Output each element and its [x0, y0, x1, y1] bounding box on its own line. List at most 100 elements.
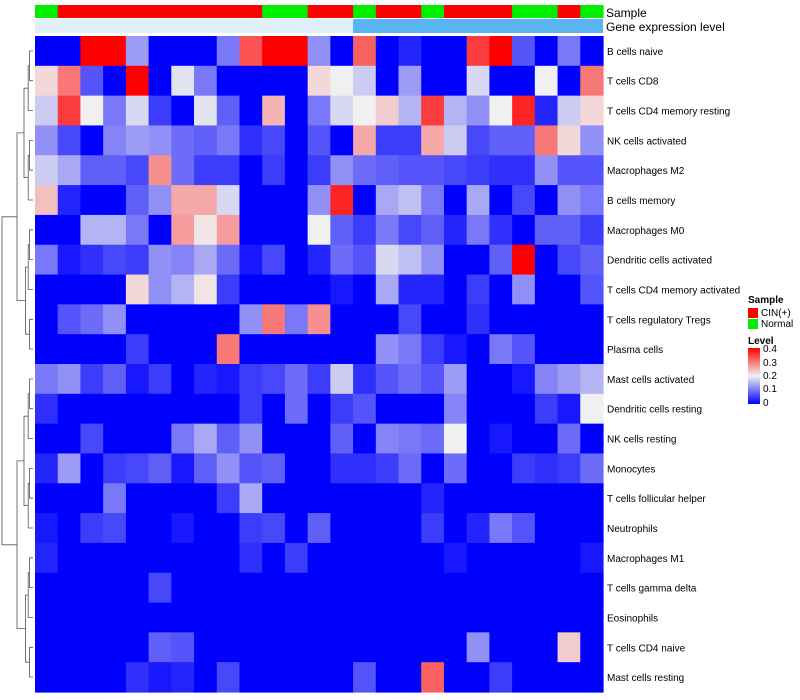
- heatmap-cell: [580, 453, 604, 484]
- row-label: Monocytes: [607, 464, 655, 475]
- sample-annotation-cell: [103, 5, 127, 18]
- heatmap-cell: [398, 423, 422, 455]
- heatmap-cell: [330, 632, 354, 663]
- heatmap-cell: [148, 364, 172, 395]
- heatmap-cell: [375, 393, 400, 425]
- heatmap-cell: [512, 185, 536, 216]
- heatmap-cell: [557, 453, 581, 484]
- heatmap-cell: [239, 185, 263, 216]
- heatmap-cell: [171, 214, 195, 246]
- row-label: Macrophages M1: [607, 554, 685, 565]
- heatmap-cell: [284, 364, 309, 395]
- heatmap-cell: [489, 513, 513, 544]
- row-label: Dendritic cells resting: [607, 405, 702, 416]
- heatmap-cell: [580, 632, 604, 663]
- heatmap-cell: [330, 125, 354, 156]
- heatmap-cell: [375, 632, 400, 663]
- heatmap-cell: [239, 572, 263, 604]
- heatmap-cell: [421, 453, 445, 484]
- heatmap-cell: [57, 542, 82, 574]
- heatmap-cell: [103, 393, 127, 425]
- heatmap-cell: [194, 214, 218, 246]
- heatmap-cell: [35, 542, 59, 574]
- heatmap-cell: [557, 65, 581, 97]
- heatmap-cell: [35, 334, 59, 365]
- row-label: T cells follicular helper: [607, 494, 706, 505]
- heatmap-cell: [148, 572, 172, 604]
- heatmap-cell: [171, 334, 195, 365]
- heatmap-cell: [171, 95, 195, 127]
- dendrogram-branch: [29, 378, 33, 410]
- heatmap-cell: [443, 95, 468, 127]
- heatmap-cell: [307, 364, 331, 395]
- heatmap-cell: [443, 274, 468, 305]
- heatmap-cell: [57, 274, 82, 305]
- heatmap-cell: [307, 214, 331, 246]
- heatmap-cell: [284, 513, 309, 544]
- heatmap-cell: [307, 393, 331, 425]
- heatmap-cell: [103, 662, 127, 693]
- heatmap-cell: [421, 36, 445, 67]
- row-labels: B cells naive T cells CD8 T cells CD4 memo…: [607, 47, 740, 684]
- heatmap-cell: [330, 662, 354, 693]
- heatmap-cell: [262, 214, 286, 246]
- row-label: T cells CD4 naive: [607, 643, 686, 654]
- heatmap-cell: [262, 423, 286, 455]
- heatmap-cell: [353, 662, 377, 693]
- heatmap-cell: [443, 334, 468, 365]
- heatmap-cell: [580, 304, 604, 335]
- heatmap-cell: [557, 632, 581, 663]
- row-label: Mast cells resting: [607, 673, 684, 684]
- heatmap-cell: [512, 334, 536, 365]
- heatmap-cell: [330, 185, 354, 216]
- heatmap-cell: [194, 423, 218, 455]
- heatmap-cell: [284, 155, 309, 186]
- heatmap-cell: [421, 542, 445, 574]
- heatmap-cell: [421, 65, 445, 97]
- heatmap-cell: [375, 334, 400, 365]
- heatmap-cell: [580, 334, 604, 365]
- heatmap-cell: [103, 542, 127, 574]
- heatmap-cell: [35, 393, 59, 425]
- row-label: Plasma cells: [607, 345, 663, 356]
- heatmap-cell: [125, 602, 150, 633]
- heatmap-cell: [398, 155, 422, 186]
- heatmap-cell: [80, 602, 104, 633]
- heatmap-cell: [512, 364, 536, 395]
- heatmap-cell: [262, 602, 286, 633]
- heatmap-cell: [534, 214, 559, 246]
- heatmap-cell: [353, 602, 377, 633]
- heatmap-cell: [534, 423, 559, 455]
- dendrogram-branch: [25, 266, 30, 335]
- sample-annotation-cell: [330, 5, 354, 18]
- heatmap-cell: [534, 602, 559, 633]
- heatmap-cell: [57, 95, 82, 127]
- heatmap-cell: [103, 453, 127, 484]
- heatmap-cell: [148, 304, 172, 335]
- heatmap-cell: [534, 483, 559, 514]
- heatmap-cell: [421, 95, 445, 127]
- heatmap-cell: [103, 334, 127, 365]
- dendrogram-branch: [23, 87, 29, 178]
- level-color-bar: [748, 348, 760, 404]
- heatmap-cell: [466, 125, 490, 156]
- heatmap-cell: [398, 214, 422, 246]
- heatmap-cell: [375, 513, 400, 544]
- heatmap-cell: [580, 513, 604, 544]
- heatmap-cell: [35, 65, 59, 97]
- heatmap-cell: [239, 304, 263, 335]
- heatmap-cell: [443, 244, 468, 276]
- heatmap-cell: [148, 453, 172, 484]
- heatmap-cell: [194, 95, 218, 127]
- heatmap-cell: [103, 274, 127, 305]
- heatmap-cell: [57, 214, 82, 246]
- heatmap-cell: [353, 393, 377, 425]
- heatmap-cell: [80, 274, 104, 305]
- heatmap-cell: [262, 393, 286, 425]
- heatmap-cell: [330, 95, 354, 127]
- heatmap-cell: [239, 95, 263, 127]
- heatmap-cell: [330, 65, 354, 97]
- heatmap-cell: [148, 602, 172, 633]
- heatmap-cell: [557, 185, 581, 216]
- heatmap-cell: [57, 662, 82, 693]
